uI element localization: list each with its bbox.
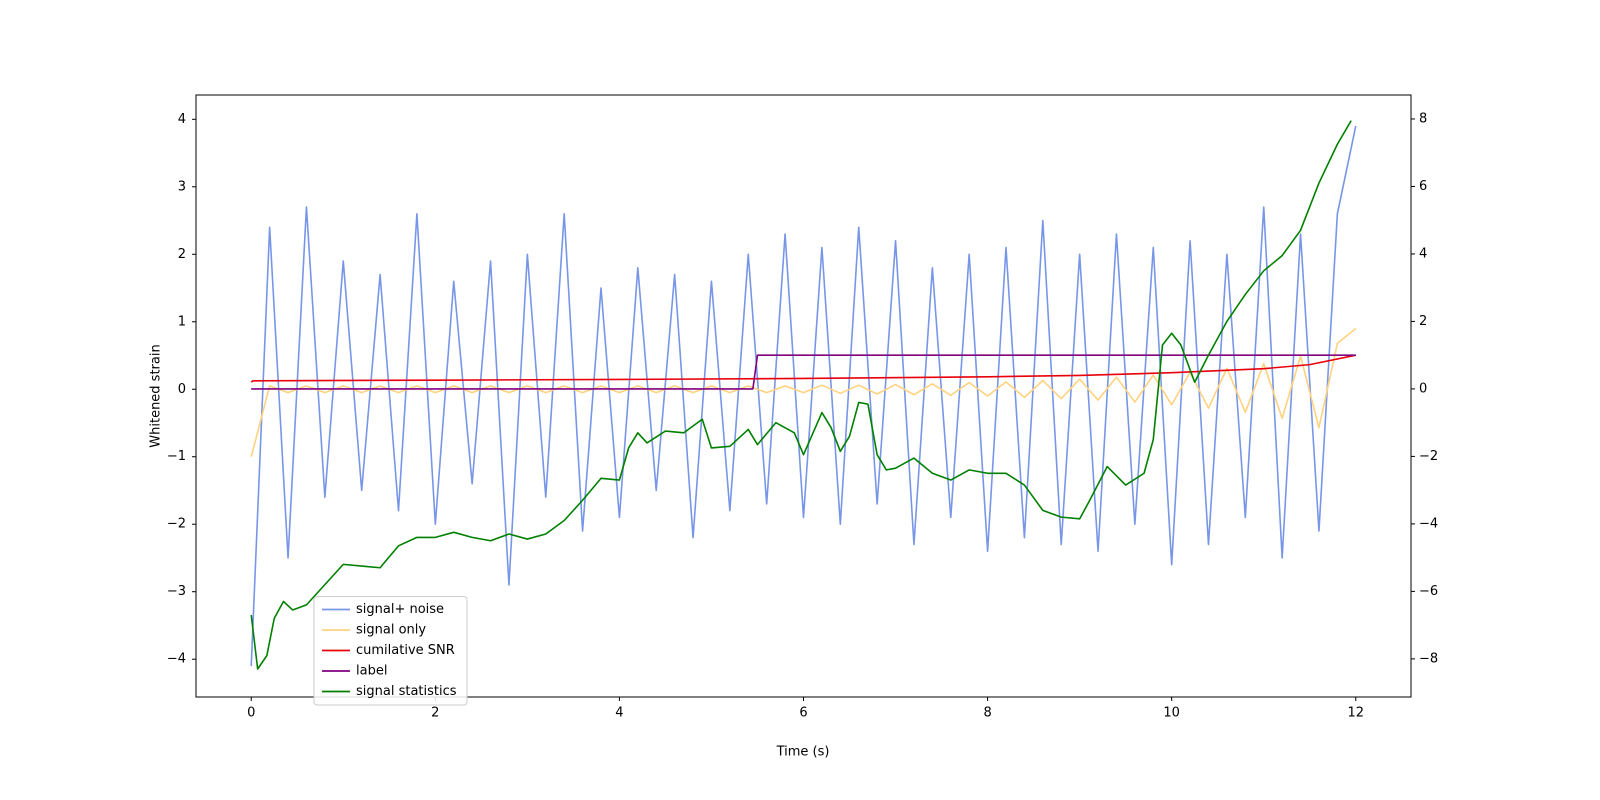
series-line [250, 120, 1352, 670]
x-tick-label: 8 [983, 706, 991, 721]
series-line [250, 327, 1357, 457]
series-line [250, 125, 1357, 666]
legend-label: signal only [356, 623, 426, 638]
x-axis-label: Time (s) [776, 745, 830, 760]
y-tick-label: 2 [178, 247, 186, 262]
y2-tick-label: −2 [1419, 449, 1438, 464]
y2-tick-label: 0 [1419, 381, 1427, 396]
legend-box [313, 596, 468, 706]
plot-area [250, 120, 1357, 670]
x-tick-label: 2 [431, 706, 439, 721]
y2-tick-label: −4 [1419, 516, 1438, 531]
y2-tick-label: 2 [1419, 314, 1427, 329]
y-tick-label: 1 [178, 314, 186, 329]
y-tick-label: −3 [167, 584, 186, 599]
x-tick-label: 0 [247, 706, 255, 721]
x-tick-label: 10 [1163, 706, 1180, 721]
y2-tick-label: −8 [1419, 651, 1438, 666]
plot-frame [195, 94, 1412, 698]
y2-tick-label: 6 [1419, 179, 1427, 194]
legend-label: signal+ noise [356, 602, 444, 617]
series-line [251, 354, 1356, 390]
y-tick-label: 3 [178, 179, 186, 194]
y-tick-label: 0 [178, 382, 186, 397]
y-axis-label: Whitened strain [149, 344, 164, 447]
legend-label: cumilative SNR [356, 643, 455, 658]
y-tick-label: −1 [167, 449, 186, 464]
x-tick-label: 6 [799, 706, 807, 721]
y2-tick-label: −6 [1419, 584, 1438, 599]
y2-tick-label: 4 [1419, 246, 1427, 261]
x-tick-label: 12 [1347, 706, 1364, 721]
x-tick-label: 4 [615, 706, 623, 721]
series-line [250, 354, 1356, 383]
y-tick-label: −4 [167, 652, 186, 667]
legend-label: label [356, 664, 387, 679]
y2-tick-label: 8 [1419, 111, 1427, 126]
y-tick-label: 4 [178, 112, 186, 127]
y-tick-label: −2 [167, 517, 186, 532]
legend-label: signal statistics [356, 684, 457, 699]
